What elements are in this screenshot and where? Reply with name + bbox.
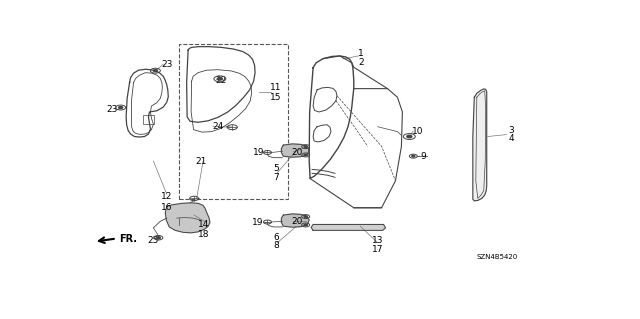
Circle shape (304, 154, 307, 156)
Circle shape (412, 155, 415, 157)
Text: 5: 5 (273, 164, 279, 173)
Text: 20: 20 (291, 217, 303, 226)
Text: 15: 15 (270, 93, 282, 102)
Circle shape (218, 78, 222, 80)
Circle shape (304, 224, 307, 226)
Circle shape (304, 146, 307, 147)
Text: 11: 11 (270, 83, 282, 92)
Text: 24: 24 (212, 122, 223, 131)
Polygon shape (165, 203, 210, 233)
Text: 23: 23 (161, 60, 173, 69)
Bar (179, 44, 288, 199)
Polygon shape (282, 144, 309, 157)
Text: 23: 23 (106, 105, 118, 114)
Text: 12: 12 (161, 192, 173, 201)
Text: 19: 19 (253, 148, 264, 157)
Text: 22: 22 (216, 76, 227, 85)
Circle shape (156, 237, 161, 239)
Circle shape (154, 70, 157, 72)
Text: FR.: FR. (118, 234, 137, 244)
Text: 18: 18 (198, 230, 210, 239)
Text: 20: 20 (292, 148, 303, 157)
Text: 1: 1 (358, 48, 364, 57)
Text: 14: 14 (198, 220, 210, 229)
Text: 25: 25 (148, 236, 159, 245)
Text: 16: 16 (161, 203, 173, 212)
Circle shape (304, 216, 307, 217)
Text: 17: 17 (372, 245, 383, 254)
Text: 21: 21 (196, 157, 207, 166)
Text: 13: 13 (372, 236, 383, 245)
Text: 10: 10 (412, 127, 423, 136)
Polygon shape (473, 89, 486, 201)
Text: SZN4B5420: SZN4B5420 (476, 254, 517, 260)
Circle shape (118, 107, 123, 108)
Bar (143, 115, 154, 124)
Text: 9: 9 (421, 152, 427, 161)
Text: 19: 19 (252, 218, 263, 227)
Circle shape (407, 135, 412, 138)
Polygon shape (311, 225, 385, 230)
Text: 2: 2 (358, 58, 364, 67)
Polygon shape (282, 214, 309, 227)
Text: 4: 4 (509, 135, 515, 144)
Text: 6: 6 (273, 233, 279, 242)
Text: 3: 3 (509, 126, 515, 135)
Text: 7: 7 (273, 173, 279, 182)
Text: 8: 8 (273, 241, 279, 250)
